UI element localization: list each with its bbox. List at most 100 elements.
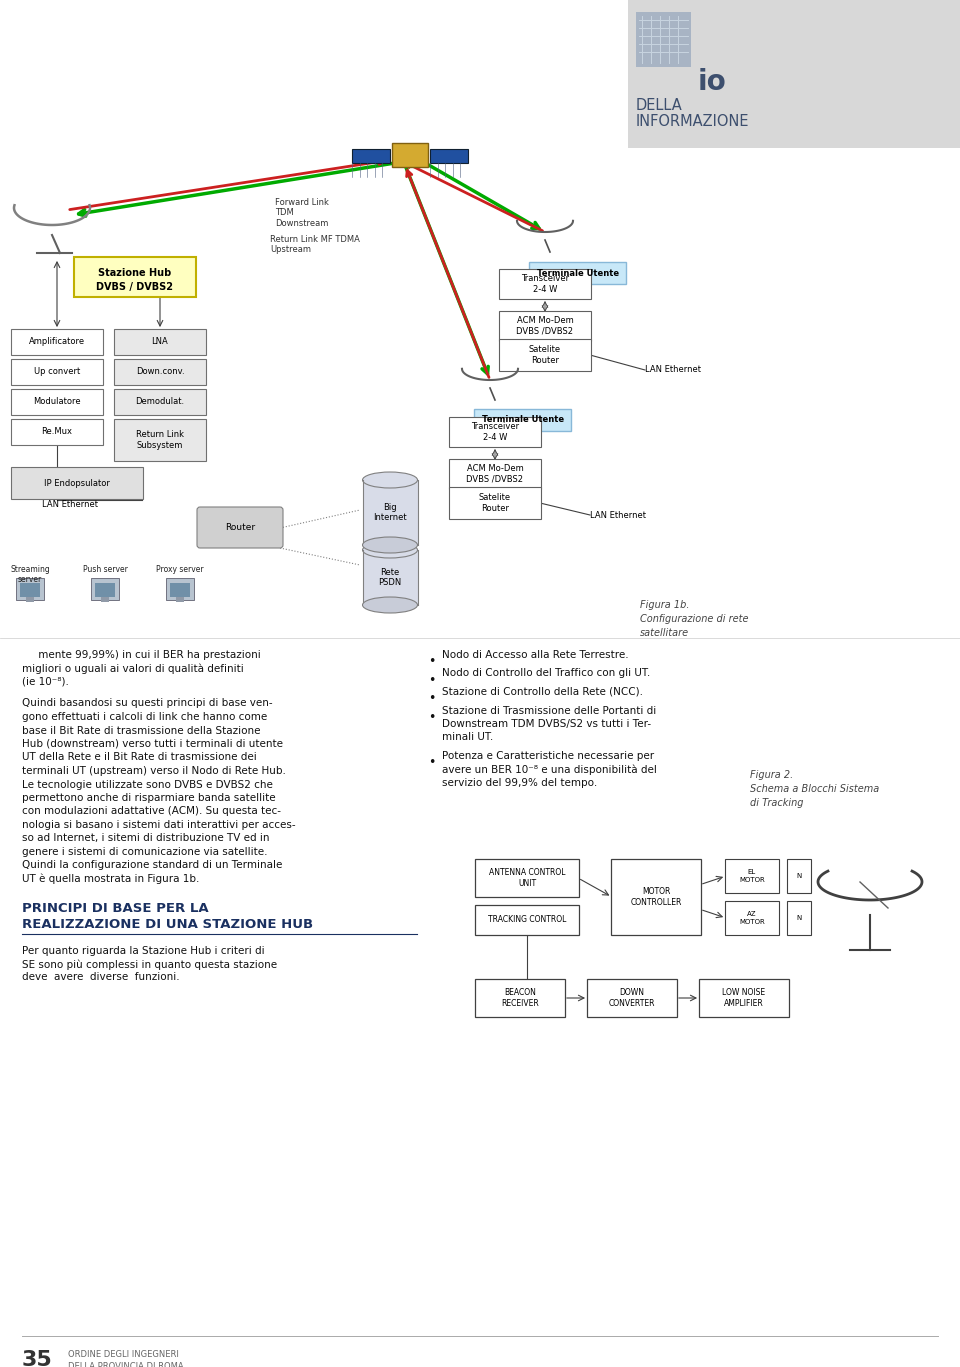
FancyBboxPatch shape — [114, 360, 206, 385]
Text: genere i sistemi di comunicazione via satellite.: genere i sistemi di comunicazione via sa… — [22, 848, 268, 857]
Text: TRACKING CONTROL: TRACKING CONTROL — [488, 916, 566, 924]
FancyBboxPatch shape — [587, 979, 677, 1017]
FancyBboxPatch shape — [197, 507, 283, 548]
Text: N: N — [797, 915, 802, 921]
FancyBboxPatch shape — [114, 329, 206, 355]
Text: Transceiver
2-4 W: Transceiver 2-4 W — [471, 422, 519, 442]
FancyBboxPatch shape — [114, 390, 206, 416]
FancyBboxPatch shape — [499, 269, 591, 299]
Text: Le tecnologie utilizzate sono DVBS e DVBS2 che: Le tecnologie utilizzate sono DVBS e DVB… — [22, 779, 273, 790]
Text: con modulazioni adattative (ACM). Su questa tec-: con modulazioni adattative (ACM). Su que… — [22, 807, 281, 816]
Text: Stazione di Trasmissione delle Portanti di: Stazione di Trasmissione delle Portanti … — [442, 705, 657, 715]
Text: Rete
PSDN: Rete PSDN — [378, 567, 401, 588]
Text: Return Link MF TDMA
Upstream: Return Link MF TDMA Upstream — [270, 235, 360, 254]
Text: Nodo di Accesso alla Rete Terrestre.: Nodo di Accesso alla Rete Terrestre. — [442, 649, 629, 660]
Text: avere un BER 10⁻⁸ e una disponibilità del: avere un BER 10⁻⁸ e una disponibilità de… — [442, 764, 657, 775]
Bar — [166, 578, 194, 600]
Text: Modulatore: Modulatore — [34, 398, 81, 406]
FancyBboxPatch shape — [449, 417, 541, 447]
Text: servizio del 99,9% del tempo.: servizio del 99,9% del tempo. — [442, 778, 597, 787]
Text: •: • — [428, 711, 436, 725]
Text: REALIZZAZIONE DI UNA STAZIONE HUB: REALIZZAZIONE DI UNA STAZIONE HUB — [22, 917, 313, 931]
FancyBboxPatch shape — [475, 979, 565, 1017]
Text: Amplificatore: Amplificatore — [29, 338, 85, 346]
Text: ANTENNA CONTROL
UNIT: ANTENNA CONTROL UNIT — [489, 868, 565, 887]
FancyBboxPatch shape — [474, 409, 571, 431]
FancyBboxPatch shape — [475, 905, 579, 935]
Text: EL
MOTOR: EL MOTOR — [739, 869, 765, 883]
Text: IP Endopsulator: IP Endopsulator — [44, 478, 110, 488]
Text: mente 99,99%) in cui il BER ha prestazioni: mente 99,99%) in cui il BER ha prestazio… — [22, 649, 261, 660]
Text: Figura 2.: Figura 2. — [750, 770, 793, 781]
Text: Satelite
Router: Satelite Router — [479, 493, 511, 513]
Text: UT è quella mostrata in Figura 1b.: UT è quella mostrata in Figura 1b. — [22, 874, 200, 884]
Text: LAN Ethernet: LAN Ethernet — [645, 365, 701, 375]
FancyBboxPatch shape — [11, 390, 103, 416]
Text: •: • — [428, 655, 436, 668]
FancyBboxPatch shape — [114, 420, 206, 461]
Text: Terminale Utente: Terminale Utente — [537, 268, 619, 278]
Text: ORDINE DEGLI INGEGNERI: ORDINE DEGLI INGEGNERI — [68, 1351, 179, 1359]
Bar — [20, 582, 40, 597]
Text: Downstream TDM DVBS/S2 vs tutti i Ter-: Downstream TDM DVBS/S2 vs tutti i Ter- — [442, 719, 651, 729]
Bar — [430, 149, 468, 163]
Bar — [176, 597, 184, 601]
FancyBboxPatch shape — [499, 312, 591, 340]
Text: permettono anche di risparmiare banda satellite: permettono anche di risparmiare banda sa… — [22, 793, 276, 802]
FancyBboxPatch shape — [611, 858, 701, 935]
Bar — [101, 597, 109, 601]
Text: Quindi basandosi su questi principi di base ven-: Quindi basandosi su questi principi di b… — [22, 699, 273, 708]
Text: Down.conv.: Down.conv. — [135, 368, 184, 376]
Text: Terminale Utente: Terminale Utente — [482, 416, 564, 425]
Text: •: • — [428, 674, 436, 686]
Text: Satelite
Router: Satelite Router — [529, 346, 561, 365]
Text: Forward Link
TDM
Downstream: Forward Link TDM Downstream — [275, 198, 329, 228]
Text: so ad Internet, i sitemi di distribuzione TV ed in: so ad Internet, i sitemi di distribuzion… — [22, 834, 270, 843]
FancyBboxPatch shape — [628, 0, 960, 148]
Text: Configurazione di rete: Configurazione di rete — [640, 614, 749, 623]
Text: DVBS / DVBS2: DVBS / DVBS2 — [97, 282, 174, 293]
Bar — [352, 149, 390, 163]
FancyBboxPatch shape — [475, 858, 579, 897]
FancyBboxPatch shape — [74, 257, 196, 297]
FancyBboxPatch shape — [11, 468, 143, 499]
Text: LOW NOISE
AMPLIFIER: LOW NOISE AMPLIFIER — [723, 988, 765, 1007]
Ellipse shape — [363, 472, 418, 488]
FancyBboxPatch shape — [725, 858, 779, 893]
FancyBboxPatch shape — [787, 858, 811, 893]
Text: Quindi la configurazione standard di un Terminale: Quindi la configurazione standard di un … — [22, 860, 282, 871]
Text: Schema a Blocchi Sistema: Schema a Blocchi Sistema — [750, 785, 879, 794]
FancyBboxPatch shape — [725, 901, 779, 935]
Text: nologia si basano i sistemi dati interattivi per acces-: nologia si basano i sistemi dati interat… — [22, 820, 296, 830]
Text: Streaming
server: Streaming server — [11, 565, 50, 585]
Text: ACM Mo-Dem
DVBS /DVBS2: ACM Mo-Dem DVBS /DVBS2 — [516, 316, 573, 336]
Text: gono effettuati i calcoli di link che hanno come: gono effettuati i calcoli di link che ha… — [22, 712, 267, 722]
FancyBboxPatch shape — [449, 487, 541, 519]
Bar — [95, 582, 115, 597]
FancyBboxPatch shape — [11, 420, 103, 446]
Text: minali UT.: minali UT. — [442, 733, 493, 742]
Bar — [16, 578, 44, 600]
Text: LNA: LNA — [152, 338, 168, 346]
Text: base il Bit Rate di trasmissione della Stazione: base il Bit Rate di trasmissione della S… — [22, 726, 260, 735]
Ellipse shape — [363, 541, 418, 558]
Text: 35: 35 — [22, 1351, 53, 1367]
Text: Big
Internet: Big Internet — [373, 503, 407, 522]
Text: Re.Mux: Re.Mux — [41, 428, 73, 436]
Text: Transceiver
2-4 W: Transceiver 2-4 W — [521, 275, 569, 294]
Bar — [363, 550, 418, 606]
Text: DELLA: DELLA — [636, 98, 683, 113]
Text: (ie 10⁻⁸).: (ie 10⁻⁸). — [22, 677, 69, 688]
FancyBboxPatch shape — [636, 12, 691, 67]
FancyBboxPatch shape — [529, 262, 626, 284]
Text: •: • — [428, 693, 436, 705]
Text: UT della Rete e il Bit Rate di trasmissione dei: UT della Rete e il Bit Rate di trasmissi… — [22, 752, 256, 763]
Text: satellitare: satellitare — [640, 627, 689, 638]
Text: Stazione Hub: Stazione Hub — [98, 268, 172, 278]
Text: DOWN
CONVERTER: DOWN CONVERTER — [609, 988, 656, 1007]
Text: SE sono più complessi in quanto questa stazione: SE sono più complessi in quanto questa s… — [22, 960, 277, 969]
Bar — [91, 578, 119, 600]
Text: DELLA PROVINCIA DI ROMA: DELLA PROVINCIA DI ROMA — [68, 1362, 183, 1367]
FancyBboxPatch shape — [449, 459, 541, 489]
Text: AZ
MOTOR: AZ MOTOR — [739, 912, 765, 924]
